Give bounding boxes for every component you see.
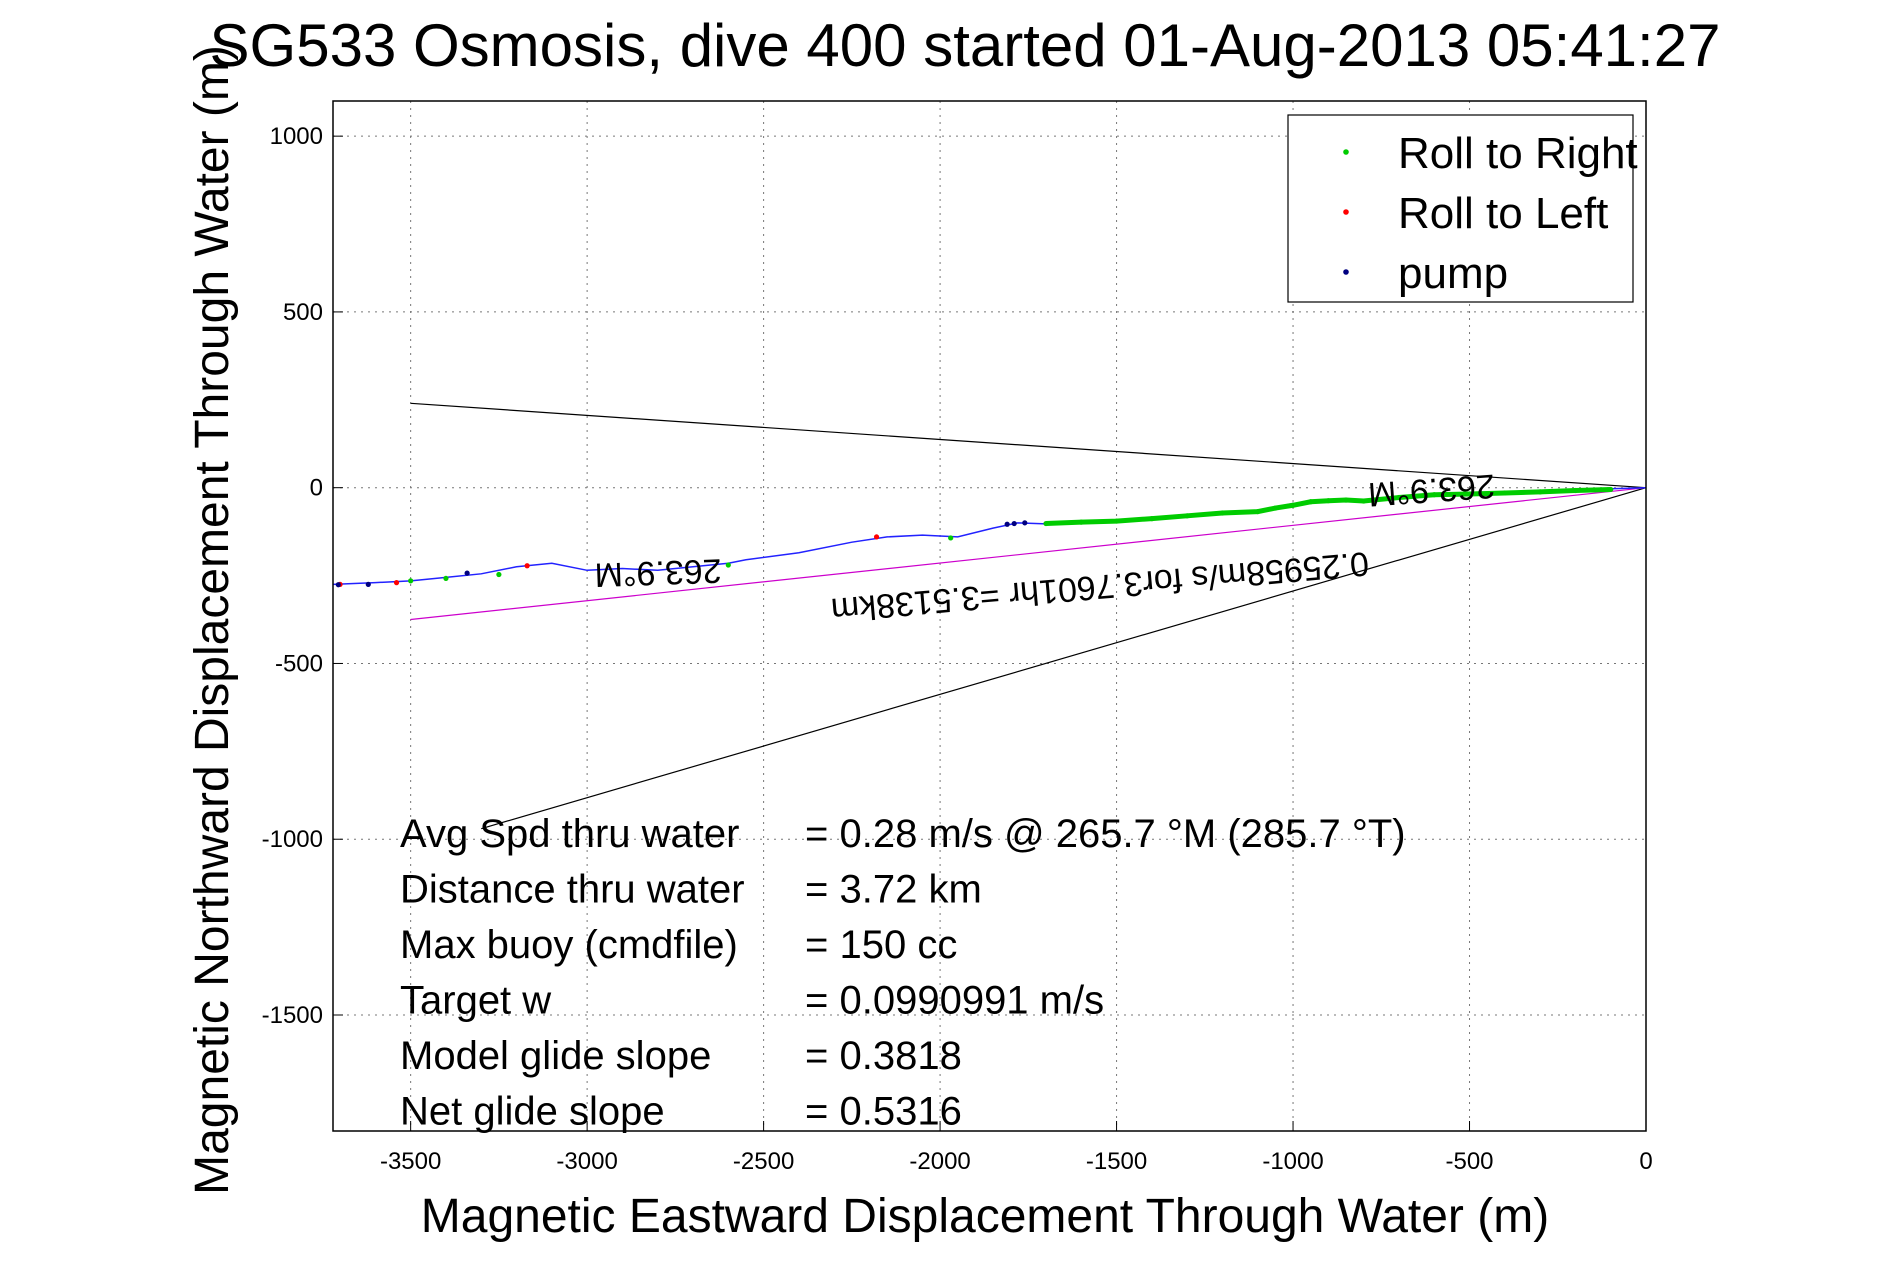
x-tick-label: -1000 bbox=[1262, 1148, 1323, 1175]
roll-to-right-point bbox=[496, 571, 502, 578]
roll-to-left-point bbox=[524, 563, 530, 569]
roll-to-right-point bbox=[1043, 520, 1049, 527]
legend-marker bbox=[1343, 269, 1349, 275]
plot-frame bbox=[332, 100, 1647, 1132]
stat-label: Max buoy (cmdfile) bbox=[400, 923, 738, 967]
x-tick-label: 0 bbox=[1639, 1148, 1652, 1175]
pump-point bbox=[365, 581, 371, 587]
annotations: 263.9°M 263.9°M 0.25958m/s for3.7601hr =3.… bbox=[594, 466, 1496, 628]
y-tick-label: 500 bbox=[283, 299, 323, 326]
roll-to-right-point bbox=[1149, 516, 1155, 522]
x-tick-label: -3000 bbox=[556, 1148, 617, 1175]
x-tick-label: -2500 bbox=[733, 1148, 794, 1175]
x-tick-label: -3500 bbox=[380, 1148, 441, 1175]
roll-to-right-point bbox=[1343, 497, 1349, 503]
roll-to-right-point bbox=[1361, 498, 1367, 504]
ticks: -3500 -3000 -2500 -2000 -1500 -1000 -500 0 1000 5… bbox=[262, 123, 1653, 1175]
pump-point bbox=[464, 570, 470, 576]
reference-line bbox=[481, 487, 1647, 830]
reference-lines bbox=[410, 402, 1647, 830]
y-tick-label: -500 bbox=[275, 650, 323, 677]
chart-title: SG533 Osmosis, dive 400 started 01-Aug-2… bbox=[210, 12, 1721, 79]
legend-label: Roll to Right bbox=[1398, 129, 1638, 178]
pump-point bbox=[335, 582, 341, 588]
roll-to-right-point bbox=[1502, 490, 1508, 496]
series bbox=[332, 486, 1647, 588]
roll-to-right-point bbox=[408, 578, 414, 584]
pump-point bbox=[1022, 520, 1028, 526]
roll-to-left-point bbox=[393, 580, 400, 586]
legend-marker bbox=[1343, 149, 1349, 155]
y-axis-label: Magnetic Northward Displacement Through … bbox=[186, 45, 239, 1195]
roll-to-right-point bbox=[1431, 492, 1437, 498]
pump-point bbox=[1011, 520, 1017, 527]
stat-value: = 0.28 m/s @ 265.7 °M (285.7 °T) bbox=[805, 812, 1406, 856]
roll-to-right-point bbox=[1308, 499, 1314, 505]
reference-line bbox=[410, 402, 1647, 489]
stat-value: = 150 cc bbox=[805, 923, 957, 967]
roll-to-right-point bbox=[1113, 518, 1120, 524]
legend-label: Roll to Left bbox=[1398, 189, 1608, 238]
stats-block: Avg Spd thru water = 0.28 m/s @ 265.7 °M … bbox=[400, 812, 1406, 1134]
roll-to-right-point bbox=[1272, 505, 1278, 511]
roll-to-right-point bbox=[1325, 498, 1331, 504]
stat-label: Model glide slope bbox=[400, 1034, 711, 1078]
stat-value: = 3.72 km bbox=[805, 868, 982, 912]
heading-annotation: 263.9°M bbox=[594, 551, 722, 593]
roll-to-right-point bbox=[1255, 508, 1261, 515]
roll-to-right-point bbox=[1466, 491, 1473, 497]
stat-label: Target w bbox=[400, 979, 551, 1023]
stat-value: = 0.0990991 m/s bbox=[805, 979, 1104, 1023]
y-tick-label: -1500 bbox=[262, 1002, 323, 1029]
roll-to-right-point bbox=[1290, 502, 1296, 508]
heading-annotation: 263.9°M bbox=[1367, 466, 1496, 513]
roll-to-left-point bbox=[873, 534, 880, 540]
heading-annotation: 0.25958m/s for3.7601hr =3.5138km bbox=[829, 544, 1370, 629]
roll-to-right-point bbox=[948, 535, 954, 541]
roll-to-right-point bbox=[1608, 486, 1614, 493]
roll-to-right-segment bbox=[1045, 486, 1611, 527]
reference-line bbox=[410, 487, 1647, 621]
stat-value: = 0.3818 bbox=[805, 1034, 962, 1078]
stat-value: = 0.5316 bbox=[805, 1090, 962, 1134]
roll-to-right-point bbox=[725, 562, 731, 568]
roll-to-right-point bbox=[1184, 513, 1190, 519]
stat-label: Distance thru water bbox=[400, 868, 745, 912]
y-tick-label: 1000 bbox=[270, 123, 323, 150]
pump-point bbox=[1004, 521, 1010, 527]
stat-label: Avg Spd thru water bbox=[400, 812, 739, 856]
stat-label: Net glide slope bbox=[400, 1090, 665, 1134]
y-tick-label: 0 bbox=[310, 475, 323, 502]
legend: Roll to Right Roll to Left pump bbox=[1287, 114, 1638, 303]
roll-to-right-point bbox=[1572, 487, 1579, 494]
x-axis-label: Magnetic Eastward Displacement Through W… bbox=[421, 1190, 1549, 1243]
x-tick-label: -1500 bbox=[1086, 1148, 1147, 1175]
legend-label: pump bbox=[1398, 249, 1508, 298]
legend-marker bbox=[1343, 209, 1349, 215]
roll-to-right-point bbox=[1219, 510, 1226, 516]
roll-to-right-point bbox=[1078, 519, 1084, 525]
x-tick-label: -500 bbox=[1445, 1148, 1493, 1175]
x-tick-label: -2000 bbox=[909, 1148, 970, 1175]
y-tick-label: -1000 bbox=[262, 826, 323, 853]
roll-to-right-point bbox=[1537, 489, 1543, 495]
roll-to-right-point bbox=[443, 575, 449, 581]
grid bbox=[333, 101, 1647, 1131]
roll-to-right-point bbox=[1396, 494, 1402, 501]
